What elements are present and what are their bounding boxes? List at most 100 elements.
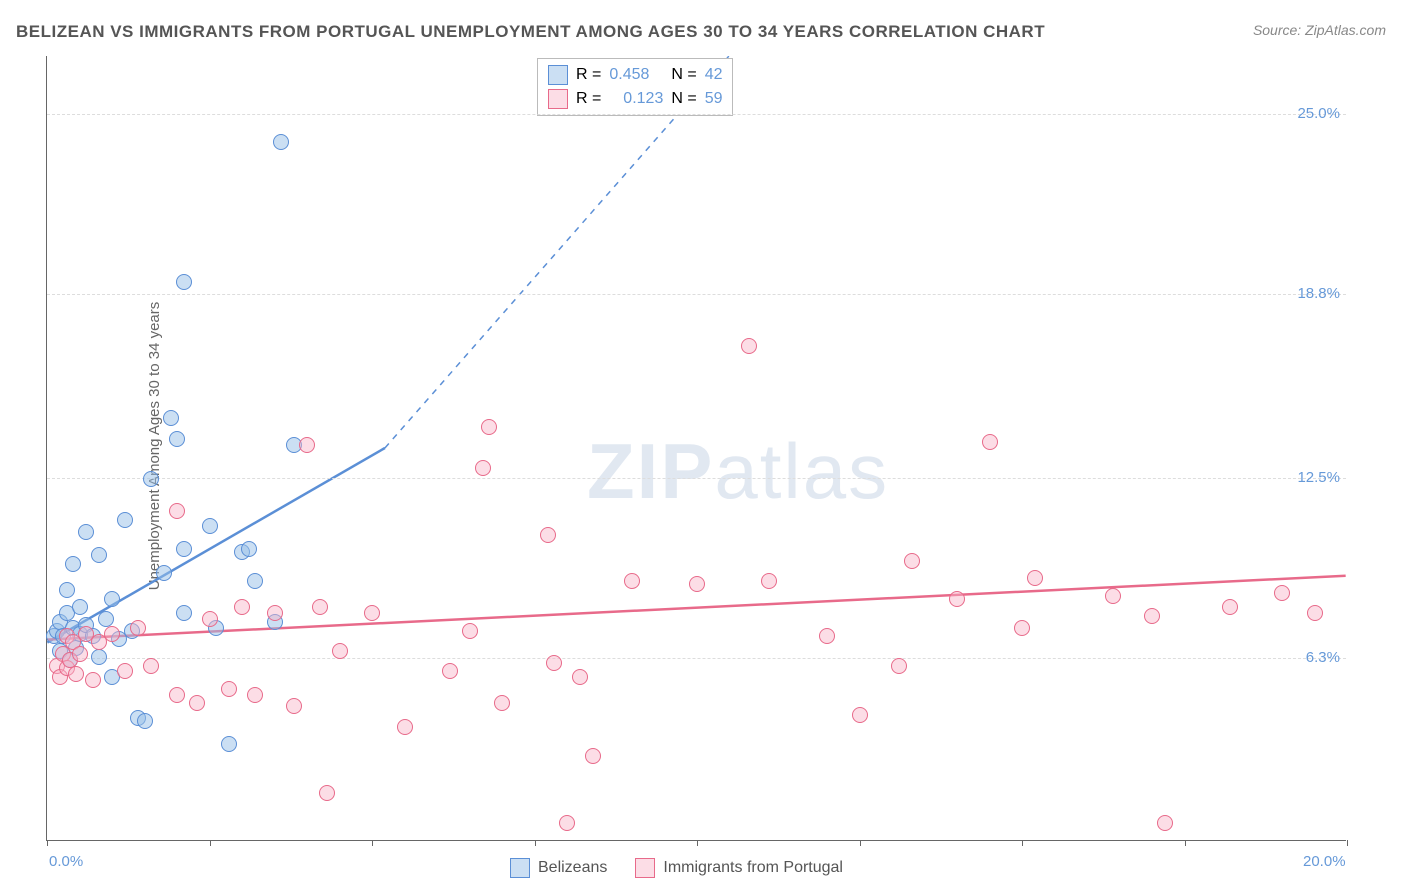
stats-row-series-2: R = 0.123 N = 59	[548, 87, 722, 111]
scatter-point	[65, 556, 81, 572]
scatter-point	[104, 591, 120, 607]
watermark-light: atlas	[714, 427, 889, 515]
chart-legend: Belizeans Immigrants from Portugal	[510, 858, 843, 878]
stat-R-value: 0.458	[609, 66, 663, 84]
scatter-point	[761, 573, 777, 589]
scatter-point	[286, 698, 302, 714]
scatter-point	[494, 695, 510, 711]
scatter-point	[475, 460, 491, 476]
scatter-point	[169, 503, 185, 519]
swatch-icon	[635, 858, 655, 878]
trend-lines-layer	[47, 56, 1346, 840]
scatter-point	[442, 663, 458, 679]
legend-item-2: Immigrants from Portugal	[635, 858, 843, 878]
x-tick-mark	[1347, 840, 1348, 846]
scatter-point	[559, 815, 575, 831]
scatter-point	[176, 541, 192, 557]
scatter-point	[904, 553, 920, 569]
scatter-point	[247, 573, 263, 589]
scatter-point	[143, 471, 159, 487]
stat-R-label: R =	[576, 66, 601, 84]
scatter-point	[117, 512, 133, 528]
scatter-point	[176, 605, 192, 621]
scatter-point	[819, 628, 835, 644]
chart-plot-area: ZIPatlas R = 0.458 N = 42 R = 0.123 N = …	[46, 56, 1346, 841]
scatter-point	[130, 620, 146, 636]
stat-N-label: N =	[671, 66, 696, 84]
stat-N-value: 42	[705, 66, 723, 84]
scatter-point	[91, 547, 107, 563]
scatter-point	[104, 626, 120, 642]
stat-R-value: 0.123	[609, 90, 663, 108]
legend-label: Belizeans	[538, 859, 607, 877]
scatter-point	[540, 527, 556, 543]
swatch-icon	[510, 858, 530, 878]
scatter-point	[1144, 608, 1160, 624]
scatter-point	[85, 672, 101, 688]
scatter-point	[267, 605, 283, 621]
scatter-point	[1222, 599, 1238, 615]
scatter-point	[169, 687, 185, 703]
scatter-point	[624, 573, 640, 589]
x-tick-mark	[860, 840, 861, 846]
stat-R-label: R =	[576, 90, 601, 108]
correlation-stats-box: R = 0.458 N = 42 R = 0.123 N = 59	[537, 58, 733, 116]
stat-N-value: 59	[705, 90, 723, 108]
scatter-point	[364, 605, 380, 621]
swatch-icon	[548, 89, 568, 109]
x-tick-mark	[535, 840, 536, 846]
scatter-point	[741, 338, 757, 354]
scatter-point	[1027, 570, 1043, 586]
scatter-point	[852, 707, 868, 723]
scatter-point	[117, 663, 133, 679]
scatter-point	[221, 736, 237, 752]
scatter-point	[332, 643, 348, 659]
scatter-point	[319, 785, 335, 801]
watermark: ZIPatlas	[587, 426, 889, 517]
x-tick-mark	[1022, 840, 1023, 846]
x-tick-mark	[697, 840, 698, 846]
scatter-point	[72, 646, 88, 662]
stats-row-series-1: R = 0.458 N = 42	[548, 63, 722, 87]
x-tick-mark	[1185, 840, 1186, 846]
scatter-point	[241, 541, 257, 557]
gridline-h	[47, 114, 1346, 115]
scatter-point	[189, 695, 205, 711]
scatter-point	[312, 599, 328, 615]
scatter-point	[481, 419, 497, 435]
scatter-point	[397, 719, 413, 735]
scatter-point	[234, 599, 250, 615]
scatter-point	[299, 437, 315, 453]
scatter-point	[221, 681, 237, 697]
scatter-point	[247, 687, 263, 703]
x-tick-mark	[372, 840, 373, 846]
scatter-point	[68, 666, 84, 682]
scatter-point	[156, 565, 172, 581]
scatter-point	[59, 582, 75, 598]
scatter-point	[1014, 620, 1030, 636]
gridline-h	[47, 294, 1346, 295]
watermark-bold: ZIP	[587, 427, 714, 515]
scatter-point	[163, 410, 179, 426]
x-tick-mark	[210, 840, 211, 846]
x-tick-mark	[47, 840, 48, 846]
gridline-h	[47, 658, 1346, 659]
legend-label: Immigrants from Portugal	[663, 859, 843, 877]
stat-N-label: N =	[671, 90, 696, 108]
scatter-point	[891, 658, 907, 674]
scatter-point	[78, 524, 94, 540]
scatter-point	[546, 655, 562, 671]
scatter-point	[176, 274, 192, 290]
scatter-point	[143, 658, 159, 674]
scatter-point	[462, 623, 478, 639]
scatter-point	[982, 434, 998, 450]
gridline-h	[47, 478, 1346, 479]
swatch-icon	[548, 65, 568, 85]
scatter-point	[1274, 585, 1290, 601]
scatter-point	[949, 591, 965, 607]
y-tick-label: 6.3%	[1306, 649, 1340, 666]
scatter-point	[1105, 588, 1121, 604]
scatter-point	[1307, 605, 1323, 621]
scatter-point	[689, 576, 705, 592]
scatter-point	[91, 649, 107, 665]
